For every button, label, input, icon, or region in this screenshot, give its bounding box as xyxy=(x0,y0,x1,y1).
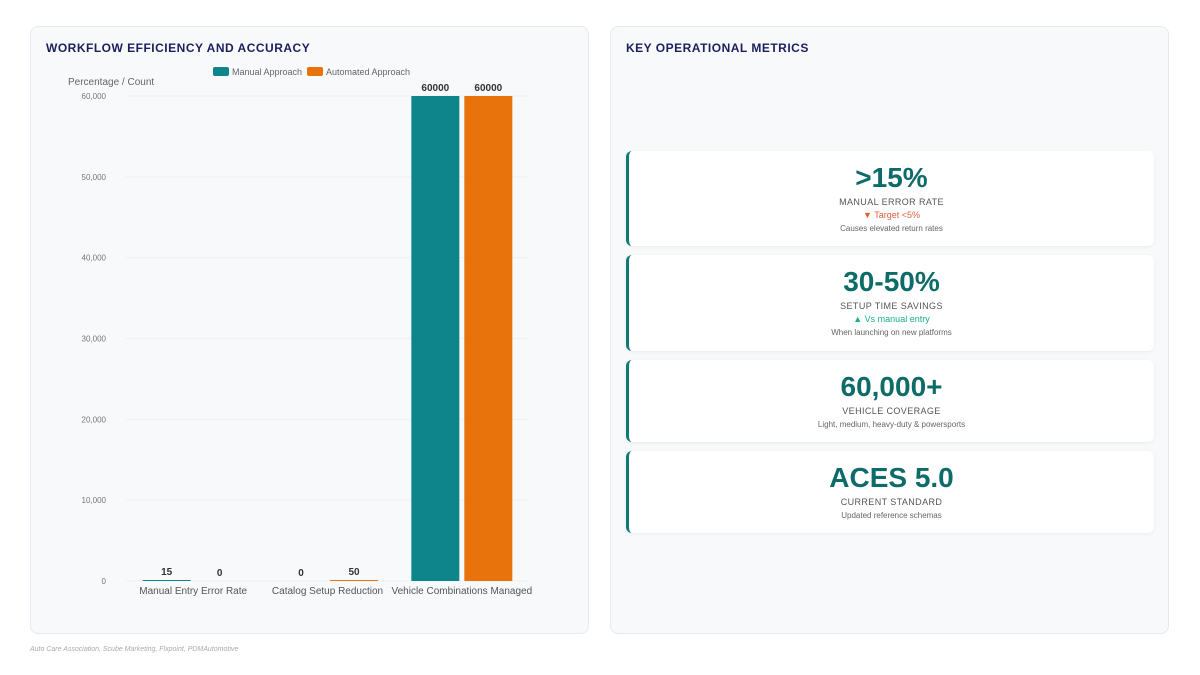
legend-swatch xyxy=(213,67,229,76)
metric-value: 60,000+ xyxy=(840,371,943,402)
source-footnote: Auto Care Association, Scube Marketing, … xyxy=(30,646,239,653)
metric-label: VEHICLE COVERAGE xyxy=(842,406,941,416)
metric-card-vehicle-coverage: 60,000+ VEHICLE COVERAGE Light, medium, … xyxy=(626,360,1154,442)
metric-card-current-standard: ACES 5.0 CURRENT STANDARD Updated refere… xyxy=(626,451,1154,533)
metric-description: When launching on new platforms xyxy=(831,328,952,337)
metrics-panel-title: KEY OPERATIONAL METRICS xyxy=(626,41,809,55)
data-label: 15 xyxy=(161,567,173,578)
legend-label: Automated Approach xyxy=(326,67,410,77)
y-tick-label: 10,000 xyxy=(82,496,107,505)
data-label: 0 xyxy=(217,568,223,579)
bar-chart: Percentage / Count 0 10,000 20,000 30,000 40,… xyxy=(68,67,533,597)
data-label: 0 xyxy=(298,568,304,579)
y-tick-label: 50,000 xyxy=(82,173,107,182)
data-label: 50 xyxy=(348,567,360,578)
metric-description: Light, medium, heavy-duty & powersports xyxy=(817,420,966,429)
bar xyxy=(142,580,191,581)
x-category-label: Manual Entry Error Rate xyxy=(139,586,247,597)
y-tick-label: 30,000 xyxy=(82,335,107,344)
data-label: 60000 xyxy=(474,83,502,94)
legend-swatch xyxy=(307,67,323,76)
y-axis-label: Percentage / Count xyxy=(68,77,154,88)
bar xyxy=(330,580,378,581)
chart-panel: WORKFLOW EFFICIENCY AND ACCURACY Percent… xyxy=(30,26,589,634)
legend-label: Manual Approach xyxy=(232,67,302,77)
metric-description: Updated reference schemas xyxy=(841,511,942,520)
y-tick-label: 0 xyxy=(102,577,107,586)
metric-delta: ▲ Vs manual entry xyxy=(853,314,930,324)
metric-value: 30-50% xyxy=(843,266,940,297)
metric-label: SETUP TIME SAVINGS xyxy=(840,301,943,311)
bar xyxy=(411,96,460,581)
y-tick-label: 60,000 xyxy=(82,92,107,101)
metrics-panel: KEY OPERATIONAL METRICS >15% MANUAL ERRO… xyxy=(610,26,1169,634)
metric-label: MANUAL ERROR RATE xyxy=(839,197,944,207)
chart-panel-title: WORKFLOW EFFICIENCY AND ACCURACY xyxy=(46,41,311,55)
y-tick-label: 40,000 xyxy=(82,254,107,263)
metric-value: ACES 5.0 xyxy=(829,462,954,493)
metric-card-setup-time: 30-50% SETUP TIME SAVINGS ▲ Vs manual en… xyxy=(626,255,1154,351)
metric-label: CURRENT STANDARD xyxy=(840,497,943,507)
metric-value: >15% xyxy=(855,162,928,193)
x-category-label: Catalog Setup Reduction xyxy=(272,586,383,597)
data-label: 60000 xyxy=(421,83,449,94)
bar xyxy=(464,96,513,581)
metric-description: Causes elevated return rates xyxy=(840,224,943,233)
y-tick-label: 20,000 xyxy=(82,415,107,424)
metric-card-error-rate: >15% MANUAL ERROR RATE ▼ Target <5% Caus… xyxy=(626,151,1154,246)
x-category-label: Vehicle Combinations Managed xyxy=(392,586,533,597)
metric-delta: ▼ Target <5% xyxy=(862,210,921,220)
